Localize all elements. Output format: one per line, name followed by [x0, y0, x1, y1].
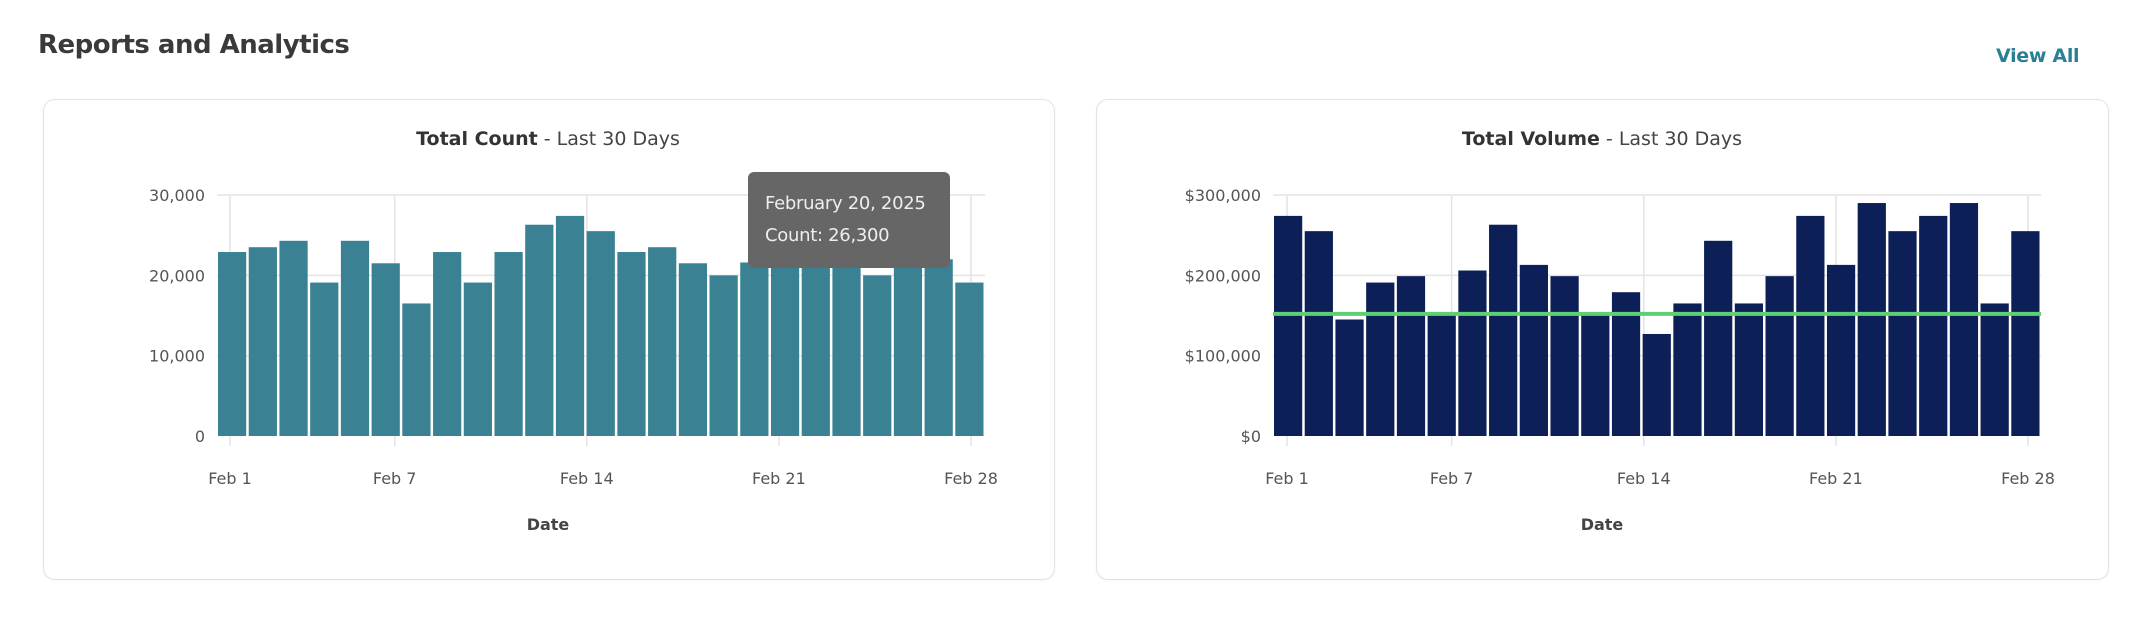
- undefined-bar: [1396, 276, 1426, 436]
- undefined-bar: [371, 263, 400, 436]
- y-tick-label: $0: [1241, 427, 1261, 446]
- tooltip-value: Count: 26,300: [765, 225, 890, 246]
- undefined-bar: [1335, 319, 1364, 436]
- undefined-bar: [1796, 215, 1825, 436]
- undefined-bar: [525, 224, 554, 436]
- undefined-bar: [1919, 215, 1948, 436]
- undefined-bar: [433, 252, 462, 436]
- x-tick-label: Feb 1: [1265, 469, 1309, 488]
- y-tick-label: $300,000: [1185, 186, 1261, 205]
- y-tick-label: $100,000: [1185, 347, 1261, 366]
- undefined-bar: [924, 259, 953, 436]
- x-axis-label: Date: [527, 515, 570, 534]
- undefined-chart-title: Total Volume - Last 30 Days: [1462, 128, 1742, 150]
- undefined-bar: [340, 240, 370, 436]
- x-tick-label: Feb 28: [2001, 469, 2055, 488]
- x-tick-label: Feb 1: [208, 469, 252, 488]
- undefined-bar: [801, 259, 830, 436]
- undefined-bar: [1611, 292, 1641, 436]
- undefined-bar: [1458, 270, 1487, 436]
- undefined-bar: [1427, 315, 1456, 436]
- undefined-bar: [955, 282, 984, 436]
- undefined-bar: [1734, 303, 1764, 436]
- undefined-bar: [1857, 203, 1886, 436]
- x-tick-label: Feb 14: [560, 469, 614, 488]
- undefined-bar: [1274, 215, 1303, 436]
- tooltip-date: February 20, 2025: [765, 193, 926, 214]
- undefined-bar: [893, 259, 923, 436]
- undefined-bar: [1949, 203, 1979, 436]
- x-tick-label: Feb 7: [373, 469, 417, 488]
- undefined-bar: [1519, 264, 1548, 436]
- undefined-bar: [1642, 333, 1671, 436]
- y-tick-label: 30,000: [149, 186, 205, 205]
- y-tick-label: 20,000: [149, 266, 205, 285]
- undefined-bar: [402, 303, 431, 436]
- undefined-bar: [1489, 224, 1518, 436]
- section-title: Reports and Analytics: [38, 30, 350, 60]
- undefined-bar: [310, 282, 339, 436]
- undefined-bar: [740, 262, 769, 436]
- x-tick-label: Feb 21: [752, 469, 806, 488]
- chart-title-rest: - Last 30 Days: [538, 128, 680, 150]
- undefined-bar: [1980, 303, 2009, 436]
- undefined-bar: [279, 240, 308, 436]
- undefined-bar: [218, 252, 247, 436]
- undefined-bar: [555, 215, 585, 436]
- undefined-bar: [709, 275, 738, 436]
- chart-tooltip: February 20, 2025 Count: 26,300: [748, 172, 950, 268]
- undefined-bar: [617, 252, 646, 436]
- undefined-bar: [248, 247, 277, 436]
- undefined-bar: [1765, 276, 1794, 436]
- x-tick-label: Feb 7: [1430, 469, 1474, 488]
- undefined-bar: [1304, 231, 1333, 436]
- undefined-bar: [770, 259, 800, 436]
- undefined-bar: [1704, 240, 1733, 436]
- undefined-bar: [1888, 231, 1917, 436]
- undefined-bar: [463, 282, 492, 436]
- y-tick-label: 0: [195, 427, 205, 446]
- undefined-bar: [678, 263, 708, 436]
- undefined-bar: [648, 247, 677, 436]
- undefined-bar: [2011, 231, 2040, 436]
- x-tick-label: Feb 14: [1617, 469, 1671, 488]
- chart-title-rest: - Last 30 Days: [1600, 128, 1742, 150]
- chart-title-bold: Total Count: [416, 128, 538, 150]
- y-tick-label: 10,000: [149, 347, 205, 366]
- undefined-bar: [1366, 282, 1395, 436]
- undefined-bar: [586, 231, 615, 436]
- undefined-bar: [1581, 315, 1610, 436]
- chart-title-bold: Total Volume: [1462, 128, 1600, 150]
- x-tick-label: Feb 21: [1809, 469, 1863, 488]
- x-axis-label: Date: [1581, 515, 1624, 534]
- undefined-bar: [494, 252, 523, 436]
- undefined-bar: [1550, 276, 1579, 436]
- undefined-bar: [1673, 303, 1702, 436]
- undefined-bar: [1826, 264, 1856, 436]
- x-tick-label: Feb 28: [944, 469, 998, 488]
- y-tick-label: $200,000: [1185, 266, 1261, 285]
- view-all-link[interactable]: View All: [1996, 45, 2080, 67]
- undefined-chart-title: Total Count - Last 30 Days: [416, 128, 680, 150]
- undefined-bar: [832, 259, 861, 436]
- undefined-bar: [863, 275, 892, 436]
